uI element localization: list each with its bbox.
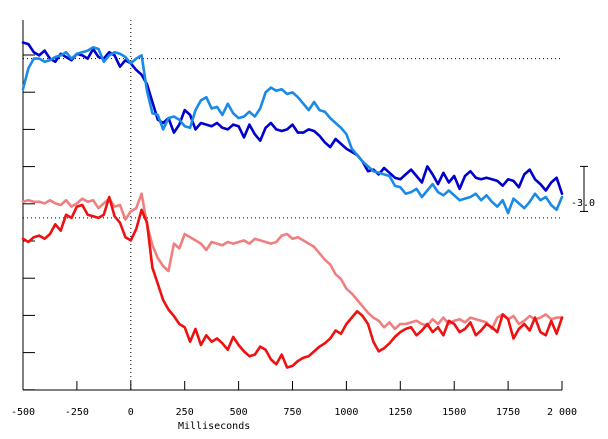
y-axis-ticks [23,54,35,391]
scale-bar: -3.0 [571,165,595,212]
series-line-1 [21,41,564,195]
x-tick-label: 500 [230,407,248,418]
scale-bar-label: -3.0 [571,198,595,209]
x-tick-label: -250 [65,407,89,418]
x-tick-label: 0 [128,407,134,418]
series-line-4 [21,195,564,369]
x-tick-label: -500 [11,407,35,418]
x-axis-title: Milliseconds [178,421,250,432]
x-tick-label: 250 [176,407,194,418]
series-line-2 [21,45,564,215]
reference-lines [23,20,562,390]
x-tick-label: 750 [283,407,301,418]
x-tick-label: 2 000 [547,407,577,418]
x-tick-label: 1250 [388,407,412,418]
x-tick-label: 1000 [334,407,358,418]
x-axis-ticks: -500 -250 0 250 500 750 1000 1250 1500 1750 2 000 [11,381,577,418]
x-tick-label: 1500 [442,407,466,418]
x-tick-label: 1750 [496,407,520,418]
series-line-3 [21,192,564,331]
series-lines [21,41,564,369]
